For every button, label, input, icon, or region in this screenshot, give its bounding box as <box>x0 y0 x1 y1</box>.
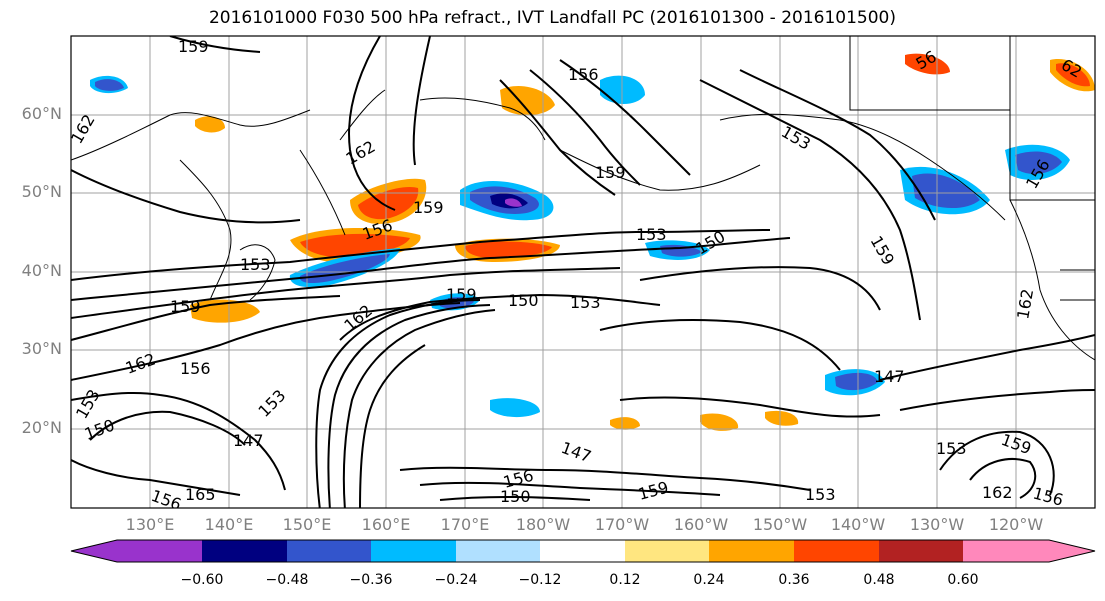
height-contours <box>71 36 1095 508</box>
colorbar-tick: −0.48 <box>265 572 309 588</box>
lat-label: 50°N <box>21 182 62 201</box>
colorbar-segment <box>456 540 540 562</box>
colorbar-segment <box>709 540 794 562</box>
contour-label: 150 <box>500 487 531 506</box>
contour-label: 156 <box>568 65 599 84</box>
colorbar-tick: 0.48 <box>863 572 895 588</box>
contour-label: 159 <box>170 297 201 316</box>
map-title: 2016101000 F030 500 hPa refract., IVT La… <box>208 8 896 28</box>
lon-label: 140°W <box>830 515 886 534</box>
colorbar-segment <box>202 540 287 562</box>
lat-label: 60°N <box>21 104 62 123</box>
contour-label: 147 <box>874 367 905 386</box>
lat-label: 30°N <box>21 339 62 358</box>
contour-label: 159 <box>446 285 477 304</box>
colorbar-tick: −0.12 <box>518 572 562 588</box>
colorbar-tick: 0.24 <box>693 572 725 588</box>
colorbar-segment <box>371 540 456 562</box>
colorbar-tick: −0.24 <box>434 572 478 588</box>
colorbar-segment <box>540 540 625 562</box>
lat-label: 40°N <box>21 261 62 280</box>
colorbar-segment <box>794 540 879 562</box>
lat-label: 20°N <box>21 418 62 437</box>
colorbar-segment <box>625 540 709 562</box>
coastlines <box>71 36 1095 361</box>
contour-label: 153 <box>240 255 271 274</box>
colorbar-extend-high <box>1049 540 1095 562</box>
lon-label: 160°W <box>673 515 729 534</box>
colorbar-tick: −0.36 <box>349 572 393 588</box>
contour-label: 147 <box>233 431 264 450</box>
map-plot-area: 159 162 156 162 159 159 153 153 150 159 … <box>71 36 1095 508</box>
lon-label: 160°E <box>361 515 411 534</box>
contour-label: 162 <box>982 483 1013 502</box>
contour-label: 156 <box>180 359 211 378</box>
lon-label: 130°W <box>909 515 965 534</box>
colorbar-segment <box>879 540 963 562</box>
lon-label: 150°E <box>282 515 332 534</box>
colorbar-tick: 0.60 <box>947 572 979 588</box>
colorbar <box>70 539 1096 563</box>
lon-label: 130°E <box>125 515 175 534</box>
lon-label: 120°W <box>988 515 1044 534</box>
lon-label: 170°E <box>440 515 490 534</box>
contour-label: 159 <box>595 163 626 182</box>
colorbar-extend-low <box>71 540 117 562</box>
contour-label: 159 <box>178 37 209 56</box>
contour-label: 153 <box>805 485 836 504</box>
colorbar-segment <box>963 540 1049 562</box>
lon-label: 180°W <box>515 515 571 534</box>
colorbar-tick: −0.60 <box>180 572 224 588</box>
colorbar-tick: 0.36 <box>778 572 810 588</box>
map-frame <box>70 35 1096 509</box>
lon-label: 140°E <box>204 515 254 534</box>
lon-label: 150°W <box>752 515 808 534</box>
contour-label: 153 <box>636 225 667 244</box>
colorbar-segment <box>117 540 202 562</box>
shaded-field <box>90 53 1095 431</box>
colorbar-segment <box>287 540 371 562</box>
contour-label: 153 <box>570 293 601 312</box>
contour-label: 165 <box>185 485 216 504</box>
contour-label: 159 <box>413 198 444 217</box>
contour-label: 150 <box>508 291 539 310</box>
contour-label: 153 <box>936 439 967 458</box>
colorbar-tick: 0.12 <box>609 572 641 588</box>
colorbar-outline <box>70 539 1096 563</box>
lon-label: 170°W <box>594 515 650 534</box>
